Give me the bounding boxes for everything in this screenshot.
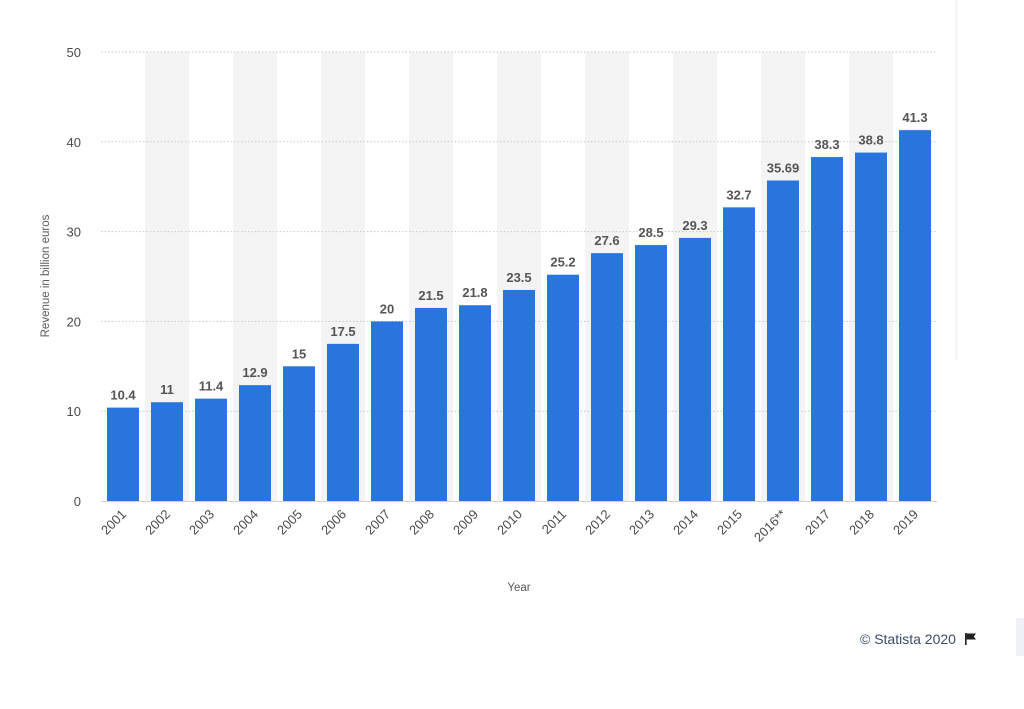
bars xyxy=(107,130,931,502)
bar[interactable] xyxy=(503,289,535,501)
y-tick-label: 40 xyxy=(67,135,81,150)
bar[interactable] xyxy=(195,398,227,501)
data-label: 32.7 xyxy=(726,187,751,202)
data-label: 11.4 xyxy=(199,379,224,394)
data-label: 41.3 xyxy=(902,110,927,125)
x-tick-label: 2013 xyxy=(626,507,657,538)
data-label: 21.8 xyxy=(462,285,487,300)
bar[interactable] xyxy=(239,385,271,501)
y-axis-ticks: 0 10 20 30 40 50 xyxy=(67,45,81,509)
x-axis-ticks: 2001 2002 2003 2004 2005 2006 2007 2008 2009 2010… xyxy=(98,507,921,545)
y-axis-title: Revenue in billion euros xyxy=(40,214,52,337)
bar[interactable] xyxy=(635,245,667,501)
credit-link[interactable]: © Statista 2020 xyxy=(860,631,978,647)
bar[interactable] xyxy=(371,321,403,501)
bar[interactable] xyxy=(327,343,359,501)
x-tick-label: 2006 xyxy=(318,507,349,538)
bar[interactable] xyxy=(855,152,887,502)
data-label: 27.6 xyxy=(594,233,619,248)
bar[interactable] xyxy=(151,402,183,501)
bar[interactable] xyxy=(723,207,755,501)
y-tick-label: 0 xyxy=(74,494,81,509)
x-tick-label: 2004 xyxy=(230,507,261,538)
data-label: 10.4 xyxy=(110,388,136,403)
x-tick-label: 2010 xyxy=(494,507,525,538)
x-tick-label: 2014 xyxy=(670,507,701,538)
x-tick-label: 2008 xyxy=(406,507,437,538)
data-label: 20 xyxy=(380,301,394,316)
x-tick-label: 2015 xyxy=(714,507,745,538)
data-label: 29.3 xyxy=(682,218,707,233)
x-tick-label: 2001 xyxy=(98,507,129,538)
y-tick-label: 50 xyxy=(67,45,81,60)
bar[interactable] xyxy=(459,305,491,501)
data-label: 11 xyxy=(160,382,174,397)
data-label: 38.3 xyxy=(814,137,839,152)
data-label: 17.5 xyxy=(330,324,355,339)
data-labels: 10.4 11 11.4 12.9 15 17.5 20 21.5 21.8 23.5 25.2 27… xyxy=(110,110,927,402)
bar[interactable] xyxy=(591,253,623,501)
bar[interactable] xyxy=(283,366,315,501)
x-axis-title: Year xyxy=(507,582,530,594)
y-tick-label: 20 xyxy=(67,314,81,329)
x-tick-label: 2017 xyxy=(802,507,833,538)
data-label: 12.9 xyxy=(242,365,267,380)
data-label: 38.8 xyxy=(858,133,883,148)
x-tick-label: 2011 xyxy=(539,507,569,537)
x-tick-label: 2002 xyxy=(142,507,173,538)
data-label: 21.5 xyxy=(418,288,443,303)
credit-text: © Statista 2020 xyxy=(860,631,956,647)
data-label: 28.5 xyxy=(638,225,663,240)
bar[interactable] xyxy=(679,237,711,502)
y-tick-label: 10 xyxy=(67,404,81,419)
y-tick-label: 30 xyxy=(67,225,81,240)
x-tick-label: 2016** xyxy=(751,507,789,545)
bar[interactable] xyxy=(547,274,579,501)
x-tick-label: 2009 xyxy=(450,507,481,538)
edge-mark xyxy=(1016,618,1024,656)
bar[interactable] xyxy=(899,130,931,501)
data-label: 25.2 xyxy=(550,255,575,270)
x-tick-label: 2012 xyxy=(582,507,613,538)
bar[interactable] xyxy=(811,157,843,502)
data-label: 23.5 xyxy=(506,270,531,285)
data-label: 15 xyxy=(292,346,306,361)
x-tick-label: 2007 xyxy=(362,507,393,538)
data-label: 35.69 xyxy=(767,161,800,176)
x-tick-label: 2019 xyxy=(890,507,921,538)
x-tick-label: 2003 xyxy=(186,507,217,538)
flag-icon[interactable] xyxy=(964,632,978,646)
bar[interactable] xyxy=(767,180,799,502)
x-tick-label: 2005 xyxy=(274,507,305,538)
x-tick-label: 2018 xyxy=(846,507,877,538)
bar[interactable] xyxy=(107,407,139,501)
right-edge-strip xyxy=(955,0,958,360)
bar[interactable] xyxy=(415,307,447,501)
